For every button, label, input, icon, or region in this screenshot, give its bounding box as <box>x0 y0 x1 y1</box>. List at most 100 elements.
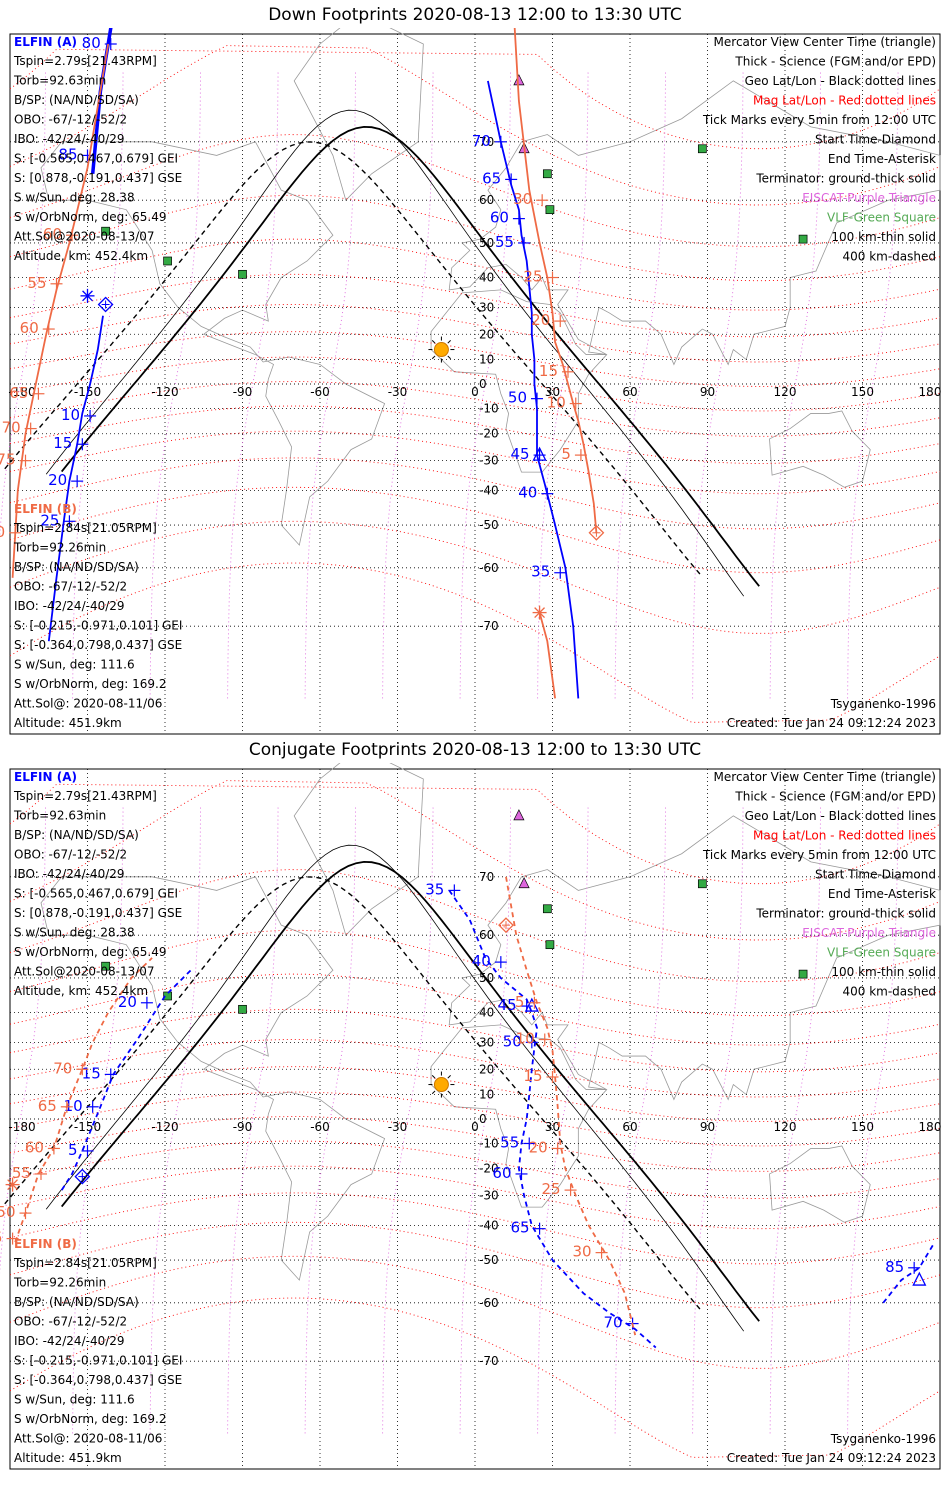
conjugate-footprints-map: -180 -150 -120 -90 -60 -30 0 30 60 90 120 150 180706… <box>0 763 942 1470</box>
mag-parallel <box>9 869 941 983</box>
legend-line: End Time-Asterisk <box>828 152 936 166</box>
lat-tick-label: -70 <box>479 1354 499 1368</box>
start-diamond <box>74 1168 91 1185</box>
elfin-b-info-line: Tspin=2.84s[21.05RPM] <box>13 521 157 535</box>
lat-tick-label: 70 <box>479 135 494 149</box>
terminator-100km <box>45 109 745 597</box>
lon-tick-label: -60 <box>310 1120 330 1134</box>
elfin-a-info-line: Altitude, km: 452.4km <box>14 984 148 998</box>
lat-tick-label: -10 <box>479 1136 499 1150</box>
elfin-b-info-line: Altitude: 451.9km <box>14 716 122 730</box>
legend-line: Geo Lat/Lon - Black dotted lines <box>745 74 936 88</box>
legend-line: VLF-Green Square <box>827 946 936 960</box>
elfin-a-info-line: S w/OrbNorm, deg: 65.49 <box>14 210 166 224</box>
elfin-b-info-line: S w/Sun, deg: 111.6 <box>14 658 135 672</box>
mag-parallel <box>9 1221 941 1309</box>
mag-parallel <box>9 486 941 574</box>
lat-tick-label: -60 <box>479 561 499 575</box>
track-tick-label: 20 <box>529 1138 548 1156</box>
legend-line: End Time-Asterisk <box>828 887 936 901</box>
track-tick-label: 55 <box>495 233 514 251</box>
footprint-track <box>513 28 598 533</box>
vlf-square <box>545 205 555 215</box>
track-tick-label: 60 <box>25 1138 44 1156</box>
track-tick-label: 80 <box>82 34 101 52</box>
legend-line: Terminator: ground-thick solid <box>755 172 936 186</box>
lat-tick-label: -30 <box>479 454 499 468</box>
track-tick-label: 60 <box>43 225 62 243</box>
track-tick-label: 50 <box>508 389 527 407</box>
lat-tick-label: -40 <box>479 1218 499 1232</box>
eiscat-triangle <box>518 876 530 889</box>
track-tick-label: 35 <box>531 563 550 581</box>
lon-tick-label: 90 <box>700 1120 715 1134</box>
lon-tick-label: 90 <box>700 385 715 399</box>
vlf-square <box>798 234 808 244</box>
mag-parallel <box>9 134 941 248</box>
track-tick-label: 30 <box>513 190 532 208</box>
sun-ray <box>431 1075 436 1079</box>
vlf-square <box>163 991 172 1001</box>
lon-tick-label: 0 <box>471 385 479 399</box>
track-tick-label: 70 <box>2 419 21 437</box>
vlf-square <box>697 879 707 889</box>
terminator-ground <box>60 125 760 587</box>
coastline-2 <box>769 1145 871 1223</box>
legend-line: Terminator: ground-thick solid <box>755 907 936 921</box>
elfin-b-info-line: B/SP: (NA/ND/SD/SA) <box>14 560 139 574</box>
sun-ray <box>447 340 451 344</box>
sun-ray <box>447 1075 451 1079</box>
track-tick-label: 70 <box>53 1059 72 1077</box>
center-time-triangle <box>532 446 547 461</box>
lon-tick-label: 30 <box>545 385 560 399</box>
sun-ray <box>431 340 436 344</box>
lon-tick-label: 150 <box>851 1120 874 1134</box>
lat-tick-label: -50 <box>479 1253 499 1267</box>
mag-parallel <box>9 381 941 437</box>
coastline-0 <box>40 876 386 1281</box>
lon-tick-label: 150 <box>851 385 874 399</box>
panel-title-conjugate: Conjugate Footprints 2020-08-13 12:00 to… <box>248 740 702 760</box>
footprint-track <box>882 1241 936 1304</box>
elfin-b-info-line: Torb=92.26min <box>13 541 106 555</box>
track-tick-label: 65 <box>38 1097 57 1115</box>
vlf-square <box>542 904 552 914</box>
elfin-b-label: ELFIN (B) <box>14 1237 77 1251</box>
track-tick-label: 10 <box>64 1097 83 1115</box>
lon-tick-label: 180 <box>919 1120 942 1134</box>
lon-tick-label: -30 <box>388 1120 408 1134</box>
footprint-track <box>487 80 580 699</box>
track-tick-label: 55 <box>500 1133 519 1151</box>
lon-tick-label: 120 <box>774 1120 797 1134</box>
mag-parallel <box>9 356 941 412</box>
elfin-a-info-line: Tspin=2.79s[21.43RPM] <box>13 54 157 68</box>
track-tick-label: 40 <box>518 484 537 502</box>
elfin-b-info-line: S: [-0.215,-0.971,0.101] GEI <box>14 619 182 633</box>
elfin-a-info-line: Torb=92.63min <box>13 74 106 88</box>
track-tick-label: 5 <box>68 1141 78 1159</box>
legend-line: EISCAT-Purple Triangle <box>802 191 936 205</box>
lat-tick-label: -20 <box>479 427 499 441</box>
track-tick-label: 10 <box>61 406 80 424</box>
sun-icon <box>433 342 449 358</box>
vlf-square <box>697 144 707 154</box>
sun-icon <box>433 1077 449 1093</box>
track-tick-label: 60 <box>20 319 39 337</box>
lon-tick-label: 60 <box>622 1120 637 1134</box>
elfin-a-info-line: IBO: -42/24/-40/29 <box>14 132 125 146</box>
track-tick-label: 60 <box>490 209 509 227</box>
vlf-square <box>238 269 247 279</box>
mag-parallel <box>9 973 941 1046</box>
footprint-track <box>60 969 192 1191</box>
lon-tick-label: -90 <box>233 1120 253 1134</box>
lon-tick-label: -120 <box>151 385 178 399</box>
track-tick-label: 5 <box>561 445 571 463</box>
track-tick-label: 10 <box>547 394 566 412</box>
elfin-a-info-line: Altitude, km: 452.4km <box>14 249 148 263</box>
lon-tick-label: 60 <box>622 385 637 399</box>
lat-tick-label: 0 <box>479 377 487 391</box>
track-tick-label: 15 <box>53 434 72 452</box>
sun-ray <box>431 1090 436 1095</box>
created-label: Created: Tue Jan 24 09:12:24 2023 <box>727 1451 936 1465</box>
elfin-b-info-line: S: [-0.364,0.798,0.437] GSE <box>14 1373 182 1387</box>
